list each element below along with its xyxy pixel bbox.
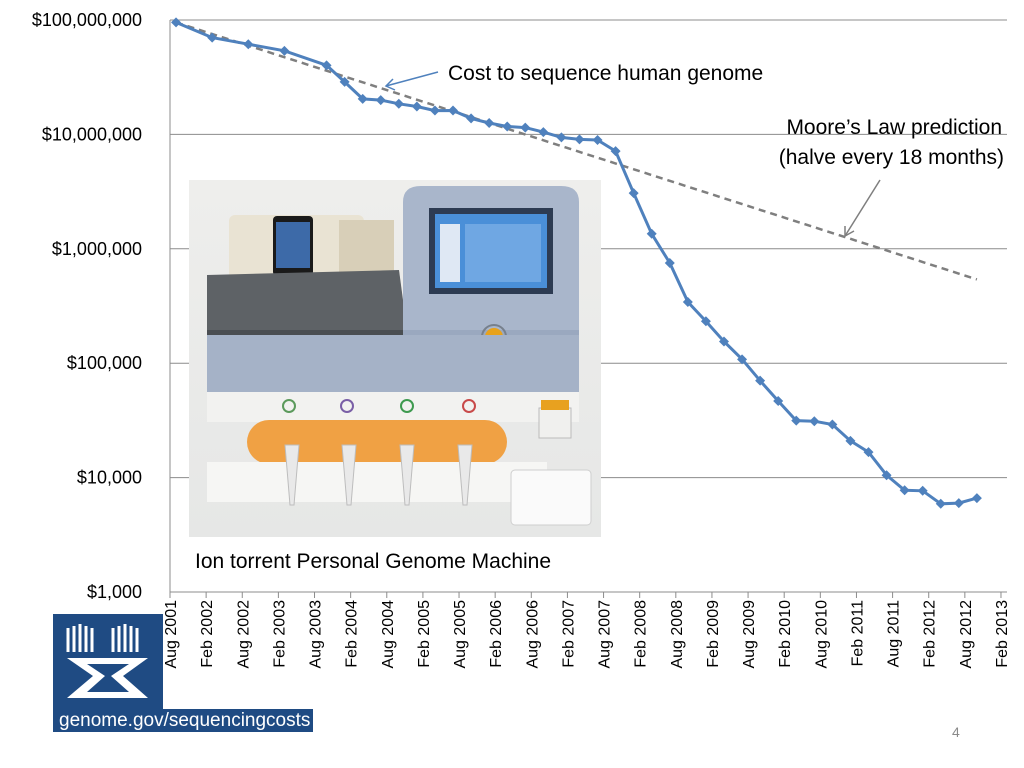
x-tick-label: Feb 2013	[994, 600, 1011, 668]
genome-cost-point	[411, 101, 422, 112]
moore-law-line	[175, 21, 978, 281]
x-tick-label: Aug 2011	[886, 600, 903, 667]
genome-cost-point	[953, 498, 964, 509]
x-tick-label: Feb 2009	[705, 600, 722, 668]
x-tick-label: Aug 2002	[235, 600, 252, 669]
genome-cost-point	[881, 470, 892, 481]
genome-cost-point	[556, 132, 567, 143]
genome-cost-point	[628, 188, 639, 199]
genome-cost-point	[737, 354, 748, 365]
genome-cost-point	[863, 447, 874, 458]
ion-torrent-machine-photo	[189, 180, 601, 537]
x-tick-label: Aug 2006	[524, 600, 541, 669]
y-tick-label: $100,000,000	[32, 10, 142, 30]
genome-annotation-arrow	[385, 71, 439, 87]
genome-cost-point	[682, 297, 693, 308]
x-tick-label: Feb 2003	[271, 600, 288, 668]
moore-annotation-line2: (halve every 18 months)	[779, 146, 1004, 169]
genome-cost-point	[773, 395, 784, 406]
genome-cost-point	[243, 39, 254, 50]
genome-cost-point	[279, 45, 290, 56]
x-tick-label: Aug 2004	[380, 600, 397, 669]
genome-cost-point	[899, 485, 910, 496]
x-tick-label: Aug 2005	[452, 600, 469, 669]
x-tick-label: Feb 2010	[777, 600, 794, 668]
genome-cost-point	[664, 257, 675, 268]
genome-cost-point	[393, 98, 404, 109]
genome-cost-point	[917, 485, 928, 496]
moore-arrowhead	[844, 226, 855, 238]
x-tick-label: Feb 2005	[416, 600, 433, 668]
x-tick-label: Aug 2009	[741, 600, 758, 669]
genome-cost-point	[375, 95, 386, 106]
genome-gov-x-logo-icon	[53, 614, 163, 709]
genome-cost-point	[592, 135, 603, 146]
genome-cost-point	[484, 117, 495, 128]
x-tick-label: Aug 2012	[958, 600, 975, 669]
moore-annotation-line1: Moore’s Law prediction	[786, 116, 1002, 139]
x-tick-label: Feb 2011	[849, 600, 866, 667]
genome-cost-point	[171, 17, 182, 28]
genome-cost-point	[207, 32, 218, 43]
genome-cost-point	[321, 60, 332, 71]
x-tick-label: Feb 2004	[344, 600, 361, 668]
genome-cost-point	[448, 105, 459, 116]
genome-cost-point	[935, 498, 946, 509]
genome-cost-point	[466, 113, 477, 124]
x-tick-label: Aug 2010	[813, 600, 830, 669]
genome-cost-point	[610, 146, 621, 157]
genome-cost-point	[574, 134, 585, 145]
y-tick-label: $1,000,000	[52, 239, 142, 259]
genome-cost-point	[357, 93, 368, 104]
y-tick-label: $10,000	[77, 468, 142, 488]
genome-gov-logo[interactable]: genome.gov/sequencingcosts	[53, 614, 313, 732]
y-tick-label: $10,000,000	[42, 124, 142, 144]
y-tick-label: $100,000	[67, 353, 142, 373]
moore-annotation-arrow	[844, 179, 881, 237]
source-url-link[interactable]: genome.gov/sequencingcosts	[53, 709, 313, 732]
genome-cost-point	[791, 415, 802, 426]
genome-cost-point	[809, 416, 820, 427]
x-tick-label: Feb 2002	[199, 600, 216, 668]
x-tick-label: Aug 2001	[163, 600, 180, 669]
genome-cost-point	[339, 76, 350, 87]
x-tick-label: Feb 2006	[488, 600, 505, 668]
x-tick-label: Aug 2008	[669, 600, 686, 669]
genome-cost-point	[827, 419, 838, 430]
x-tick-label: Aug 2003	[308, 600, 325, 669]
genome-cost-point	[502, 121, 513, 132]
x-tick-label: Feb 2007	[560, 600, 577, 668]
genome-cost-point	[971, 493, 982, 504]
x-tick-label: Feb 2008	[633, 600, 650, 668]
photo-caption: Ion torrent Personal Genome Machine	[195, 550, 552, 573]
genome-arrowhead	[384, 78, 396, 91]
genome-cost-point	[646, 228, 657, 239]
genome-cost-point	[700, 316, 711, 327]
page-number: 4	[952, 724, 960, 740]
genome-cost-point	[429, 105, 440, 116]
genome-cost-point	[538, 127, 549, 138]
genome-cost-point	[755, 375, 766, 386]
genome-series-annotation: Cost to sequence human genome	[448, 62, 763, 85]
genome-cost-point	[520, 122, 531, 133]
genome-cost-point	[718, 336, 729, 347]
y-tick-label: $1,000	[87, 582, 142, 602]
x-tick-label: Aug 2007	[597, 600, 614, 669]
x-tick-label: Feb 2012	[922, 600, 939, 668]
genome-cost-point	[845, 435, 856, 446]
